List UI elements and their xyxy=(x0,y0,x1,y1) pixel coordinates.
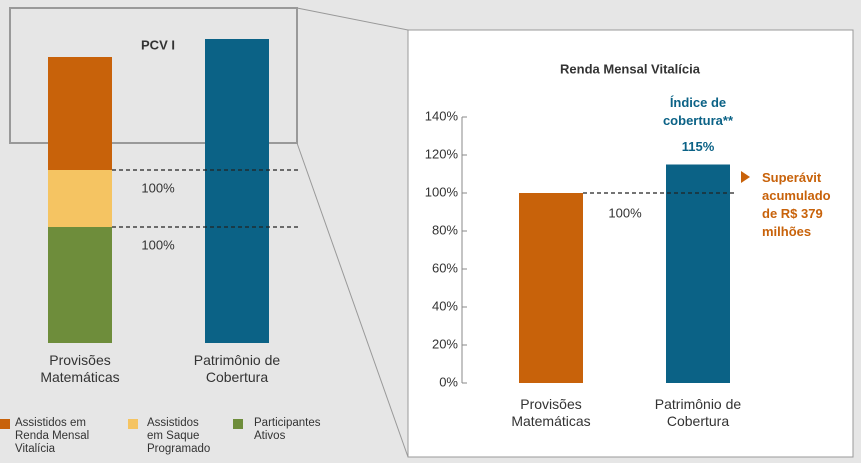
bar-segment xyxy=(48,57,112,170)
legend-label: Assistidos em Renda Mensal Vitalícia xyxy=(15,417,90,455)
annotation: 100% xyxy=(141,180,175,195)
bar-segment xyxy=(48,227,112,343)
y-tick-label: 80% xyxy=(432,222,458,237)
x-tick-label: Patrimônio de Cobertura xyxy=(654,396,742,429)
y-tick-label: 140% xyxy=(425,108,459,123)
y-tick-label: 100% xyxy=(425,184,459,199)
bar xyxy=(666,164,730,383)
y-tick-label: 20% xyxy=(432,336,458,351)
annotation: Índice de cobertura** xyxy=(662,95,734,128)
bar xyxy=(519,193,583,383)
highlight-box xyxy=(9,7,298,144)
legend-swatch xyxy=(233,419,243,429)
x-tick-label: Provisões Matemáticas xyxy=(511,396,591,429)
y-tick-label: 40% xyxy=(432,298,458,313)
chart-title: Renda Mensal Vitalícia xyxy=(560,61,701,76)
annotation: 100% xyxy=(141,237,175,252)
chart-title: PCV I xyxy=(141,37,175,52)
legend-label: Participantes Ativos xyxy=(254,417,321,442)
legend-swatch xyxy=(0,419,10,429)
bar-segment xyxy=(48,170,112,227)
zoom-line xyxy=(296,142,409,458)
zoom-panel xyxy=(407,29,854,458)
y-tick-label: 0% xyxy=(439,374,458,389)
annotation: 100% xyxy=(608,205,642,220)
marker xyxy=(741,171,750,183)
y-tick-label: 60% xyxy=(432,260,458,275)
x-tick-label: Provisões Matemáticas xyxy=(40,352,120,385)
zoom-line xyxy=(296,7,409,31)
legend-swatch xyxy=(128,419,138,429)
annotation: Superávit acumulado de R$ 379 milhões xyxy=(762,170,831,239)
bar xyxy=(205,39,269,343)
y-tick-label: 120% xyxy=(425,146,459,161)
legend-label: Assistidos em Saque Programado xyxy=(147,417,211,455)
x-tick-label: Patrimônio de Cobertura xyxy=(193,352,281,385)
value-label: 115% xyxy=(682,139,715,154)
